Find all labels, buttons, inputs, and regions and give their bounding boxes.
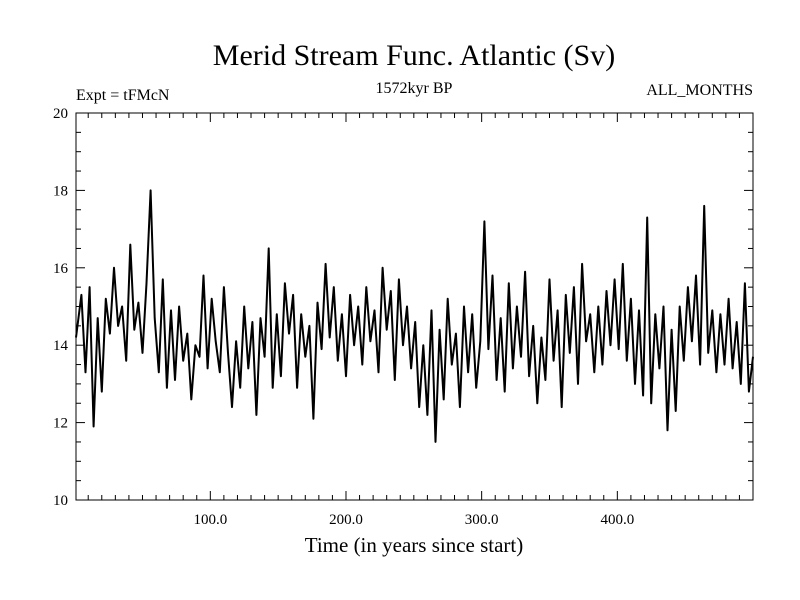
x-tick-label: 300.0 xyxy=(465,512,499,528)
x-tick-label: 200.0 xyxy=(329,512,363,528)
x-tick-labels: 100.0 200.0 300.0 400.0 xyxy=(193,512,634,528)
y-tick-label: 12 xyxy=(53,416,68,432)
experiment-label: Expt = tFMcN xyxy=(76,87,170,104)
months-label: ALL_MONTHS xyxy=(646,82,753,99)
axis-ticks xyxy=(76,113,753,500)
y-tick-label: 16 xyxy=(53,261,69,277)
y-tick-label: 18 xyxy=(53,183,68,199)
period-label: 1572kyr BP xyxy=(376,80,453,97)
series-line xyxy=(75,189,754,443)
y-tick-label: 14 xyxy=(53,338,69,354)
chart-title: Merid Stream Func. Atlantic (Sv) xyxy=(213,39,615,72)
y-tick-labels: 10 12 14 16 18 20 xyxy=(53,106,69,509)
y-tick-label: 20 xyxy=(53,106,68,122)
y-tick-label: 10 xyxy=(53,493,68,509)
plot-frame xyxy=(75,112,754,501)
x-tick-label: 100.0 xyxy=(193,512,227,528)
x-axis-label: Time (in years since start) xyxy=(305,533,524,557)
x-tick-label: 400.0 xyxy=(600,512,634,528)
